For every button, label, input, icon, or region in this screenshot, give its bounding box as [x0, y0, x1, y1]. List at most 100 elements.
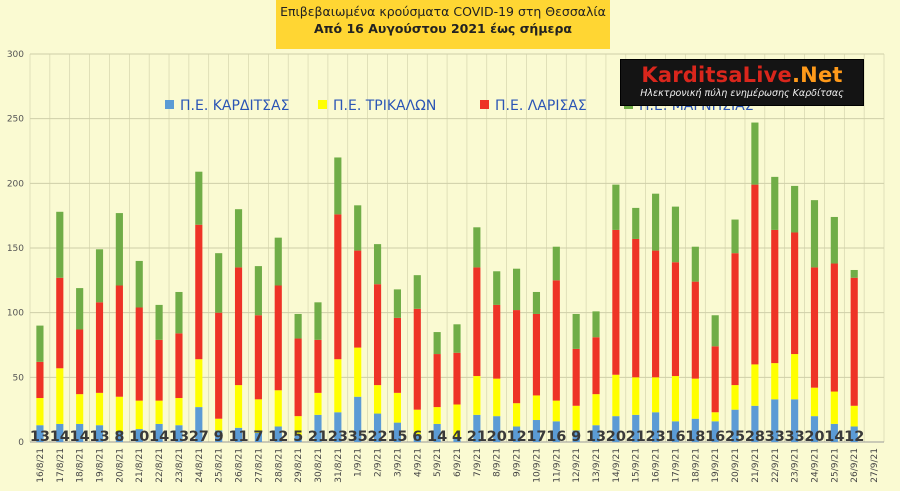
bar-segment-3 — [691, 246, 699, 282]
bar-segment-0 — [671, 421, 680, 442]
x-tick-label: 27/8/21 — [254, 448, 264, 483]
y-tick-label: 300 — [7, 50, 24, 60]
bar-segment-3 — [810, 200, 819, 268]
bar-segment-3 — [711, 315, 719, 347]
x-tick-label: 16/9/21 — [652, 448, 662, 483]
data-label: 9 — [214, 429, 224, 445]
bar-segment-0 — [791, 399, 799, 442]
data-label: 33 — [785, 429, 805, 445]
bar-segment-1 — [652, 377, 660, 413]
bar-segment-2 — [274, 285, 282, 391]
x-tick-label: 28/8/21 — [274, 448, 284, 483]
bar-segment-0 — [652, 412, 660, 442]
data-label: 23 — [328, 429, 348, 445]
bar-segment-3 — [155, 304, 163, 340]
x-tick-label: 9/9/21 — [513, 448, 523, 477]
bar-segment-2 — [532, 313, 541, 396]
bar-segment-0 — [294, 435, 302, 442]
bar-segment-3 — [254, 266, 262, 316]
data-label: 22 — [367, 429, 387, 445]
bar-segment-2 — [56, 277, 64, 369]
bar-segment-3 — [354, 205, 362, 251]
x-tick-label: 2/9/21 — [374, 448, 384, 477]
bar-segment-0 — [115, 431, 123, 442]
x-tick-label: 13/9/21 — [592, 448, 602, 483]
bar-segment-3 — [473, 227, 481, 268]
bar-segment-3 — [314, 302, 322, 340]
bar-segment-2 — [572, 348, 580, 406]
gridlines — [29, 53, 885, 443]
bar-segment-3 — [36, 325, 44, 362]
legend-swatch — [480, 100, 489, 109]
x-tick-label: 26/9/21 — [850, 448, 860, 483]
y-tick-label: 100 — [7, 309, 24, 319]
bar-segment-3 — [334, 157, 342, 215]
data-label: 13 — [89, 429, 109, 445]
bar-segment-2 — [135, 307, 143, 401]
bar-segment-2 — [453, 352, 461, 405]
bar-segment-0 — [552, 421, 560, 442]
bar-segment-3 — [632, 207, 640, 239]
bar-segment-1 — [810, 387, 819, 417]
bar-segment-1 — [850, 405, 858, 427]
x-tick-label: 26/8/21 — [235, 448, 245, 483]
data-label: 20 — [487, 429, 507, 445]
bar-segment-3 — [274, 237, 282, 286]
bar-segment-1 — [294, 416, 302, 436]
bar-segment-1 — [95, 392, 104, 426]
bar-segment-3 — [850, 269, 858, 278]
bar-segment-0 — [56, 423, 64, 442]
data-label: 28 — [745, 429, 765, 445]
bar-segment-2 — [314, 339, 322, 393]
x-tick-label: 7/9/21 — [473, 448, 483, 477]
bar-segment-1 — [175, 398, 183, 426]
bar-segment-3 — [572, 313, 580, 349]
bar-segment-1 — [771, 363, 779, 400]
bar-segment-2 — [810, 267, 819, 388]
bar-segment-0 — [810, 416, 819, 442]
bar-segment-0 — [314, 414, 322, 442]
bar-segment-2 — [493, 304, 501, 379]
x-tick-label: 14/9/21 — [612, 448, 622, 483]
bar-segment-3 — [493, 271, 501, 305]
bar-segment-0 — [771, 399, 779, 442]
x-tick-label: 19/9/21 — [711, 448, 721, 483]
bars — [36, 122, 858, 442]
bar-segment-2 — [254, 315, 262, 400]
legend-entry: Π.Ε. ΤΡΙΚΑΛΩΝ — [333, 98, 436, 114]
chart-title: Επιβεβαιωμένα κρούσματα COVID-19 στη Θεσ… — [280, 4, 606, 19]
bar-segment-2 — [373, 284, 382, 386]
x-tick-label: 20/8/21 — [115, 448, 125, 483]
data-label: 20 — [606, 429, 626, 445]
bar-segment-3 — [592, 311, 600, 338]
bar-segment-1 — [354, 347, 362, 397]
bar-segment-0 — [711, 421, 719, 442]
x-tick-label: 23/9/21 — [791, 448, 801, 483]
data-label: 11 — [228, 429, 248, 445]
y-axis: 0 50 100 150 200 250 300 — [7, 50, 24, 448]
bar-segment-3 — [671, 206, 680, 263]
bar-segment-3 — [453, 324, 461, 353]
bar-segment-0 — [632, 414, 640, 442]
bar-segment-0 — [513, 426, 521, 442]
bar-segment-2 — [652, 250, 660, 378]
bar-segment-0 — [215, 430, 223, 442]
data-label: 14 — [149, 429, 169, 445]
data-label: 9 — [571, 429, 581, 445]
data-label: 12 — [844, 429, 864, 445]
x-tick-label: 3/9/21 — [393, 448, 403, 477]
bar-segment-3 — [115, 213, 123, 286]
x-tick-label: 6/9/21 — [453, 448, 463, 477]
x-tick-label: 21/8/21 — [135, 448, 145, 483]
bar-segment-0 — [612, 416, 620, 442]
bar-segment-1 — [36, 398, 44, 426]
bar-segment-3 — [413, 275, 421, 309]
bar-segment-0 — [155, 423, 163, 442]
bar-segment-2 — [592, 337, 600, 395]
bar-segment-3 — [652, 193, 660, 251]
bar-segment-0 — [493, 416, 501, 442]
bar-segment-3 — [175, 291, 183, 334]
x-tick-label: 27/9/21 — [870, 448, 880, 483]
x-tick-label: 29/8/21 — [294, 448, 304, 483]
bar-segment-2 — [294, 338, 302, 417]
